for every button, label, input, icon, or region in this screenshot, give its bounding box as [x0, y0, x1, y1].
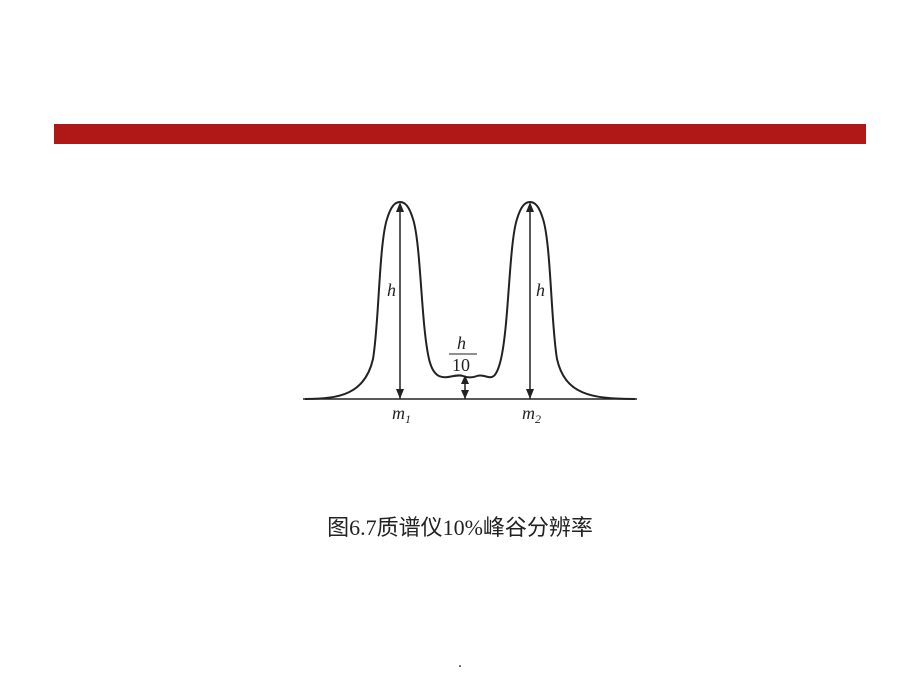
peak2-h-label: h — [536, 280, 545, 300]
caption-text: 图6.7质谱仪10%峰谷分辨率 — [327, 515, 593, 540]
arrowhead-down — [396, 389, 404, 399]
page-indicator: . — [0, 654, 920, 672]
peak1-h-label: h — [387, 280, 396, 300]
valley-frac-bottom: 10 — [452, 355, 470, 375]
accent-bar — [54, 124, 866, 144]
m1-label: m1 — [392, 403, 411, 426]
figure-caption: 图6.7质谱仪10%峰谷分辨率 — [0, 510, 920, 542]
valley-frac-top: h — [457, 333, 466, 353]
peak-curve — [305, 202, 635, 399]
arrowhead-down — [526, 389, 534, 399]
arrowhead-down — [461, 390, 469, 399]
m2-label: m2 — [522, 403, 541, 426]
peak-diagram: h h h 10 m1 m2 — [295, 164, 645, 444]
